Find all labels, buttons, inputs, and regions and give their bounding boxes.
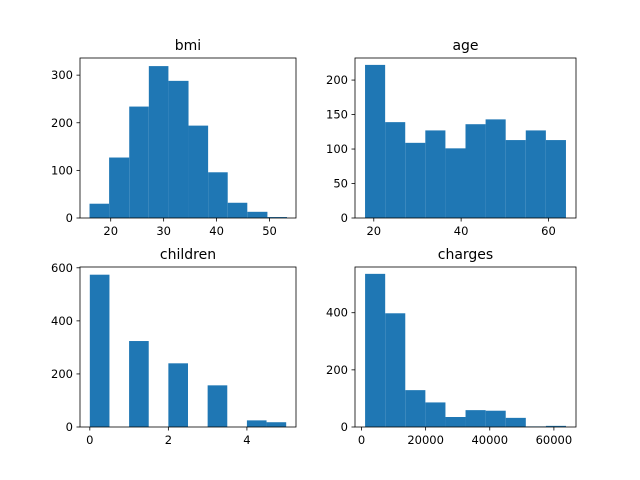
charges-bar bbox=[505, 417, 526, 427]
bmi-title: bmi bbox=[175, 38, 201, 54]
bmi-y-tick-label: 200 bbox=[51, 116, 73, 130]
age-bar bbox=[385, 122, 406, 218]
children-panel: children 0 2 4 0 200 400 600 bbox=[51, 247, 297, 447]
age-bar bbox=[465, 124, 486, 218]
charges-bar bbox=[445, 417, 466, 427]
charges-bar bbox=[465, 410, 486, 427]
bmi-x-tick-label: 40 bbox=[209, 224, 224, 238]
charges-bar bbox=[425, 402, 446, 427]
age-bar bbox=[425, 130, 446, 218]
bmi-panel: bmi 20 30 40 50 0 100 200 300 bbox=[51, 38, 297, 238]
charges-panel: charges 0 20000 40000 60000 0 200 400 bbox=[326, 247, 577, 447]
age-x-tick-label: 40 bbox=[454, 224, 469, 238]
children-y-tick-label: 600 bbox=[51, 261, 73, 275]
bmi-bar bbox=[227, 202, 248, 218]
charges-bar bbox=[385, 313, 406, 427]
bmi-bar bbox=[168, 80, 189, 218]
age-bar bbox=[405, 142, 426, 218]
age-x-tick-label: 20 bbox=[366, 224, 381, 238]
bmi-y-tick-label: 100 bbox=[51, 163, 73, 177]
charges-bar bbox=[485, 410, 506, 427]
children-axes-frame bbox=[79, 266, 297, 428]
bmi-y-tick-label: 300 bbox=[51, 68, 73, 82]
bmi-bar bbox=[129, 106, 149, 218]
charges-y-tick-label: 200 bbox=[326, 363, 348, 377]
charges-x-tick-label: 60000 bbox=[536, 433, 573, 447]
charges-bar bbox=[365, 273, 386, 427]
children-bar bbox=[246, 420, 267, 427]
bmi-bar bbox=[208, 172, 228, 218]
age-x-tick-label: 60 bbox=[541, 224, 556, 238]
bmi-bar bbox=[89, 203, 110, 218]
children-y-tick-label: 0 bbox=[66, 420, 73, 434]
charges-x-tick-label: 20000 bbox=[407, 433, 444, 447]
age-y-tick-label: 150 bbox=[326, 108, 348, 122]
charges-x-tick-label: 0 bbox=[358, 433, 365, 447]
children-x-tick-label: 4 bbox=[243, 433, 250, 447]
bmi-bar bbox=[148, 66, 169, 218]
children-bar bbox=[89, 274, 110, 427]
bmi-bar bbox=[188, 125, 209, 218]
charges-y-tick-label: 0 bbox=[341, 420, 348, 434]
age-bar bbox=[485, 119, 506, 218]
children-x-tick-label: 2 bbox=[165, 433, 172, 447]
age-bar bbox=[365, 64, 386, 219]
children-y-tick-label: 200 bbox=[51, 367, 73, 381]
bmi-x-tick-label: 20 bbox=[103, 224, 118, 238]
bmi-axes-frame bbox=[79, 57, 297, 219]
age-y-tick-label: 200 bbox=[326, 73, 348, 87]
charges-axes-frame bbox=[354, 266, 577, 428]
children-title: children bbox=[160, 247, 216, 263]
bmi-y-tick-label: 0 bbox=[66, 211, 73, 225]
children-x-tick-label: 0 bbox=[86, 433, 93, 447]
age-y-tick-label: 50 bbox=[333, 177, 348, 191]
charges-bar bbox=[405, 390, 426, 427]
age-y-tick-label: 0 bbox=[341, 211, 348, 225]
charges-y-tick-label: 400 bbox=[326, 306, 348, 320]
children-bar bbox=[129, 341, 149, 427]
bmi-bar bbox=[267, 217, 287, 218]
bmi-bar bbox=[109, 157, 130, 218]
bmi-x-tick-label: 50 bbox=[262, 224, 277, 238]
bmi-bar bbox=[247, 211, 268, 218]
age-bar bbox=[525, 130, 546, 218]
age-bar bbox=[505, 140, 526, 218]
children-bar bbox=[168, 363, 188, 427]
children-bar bbox=[207, 385, 228, 427]
age-bar bbox=[445, 148, 466, 218]
age-bar bbox=[545, 140, 566, 218]
charges-x-tick-label: 40000 bbox=[471, 433, 508, 447]
age-y-tick-label: 100 bbox=[326, 142, 348, 156]
children-y-tick-label: 400 bbox=[51, 314, 73, 328]
age-title: age bbox=[452, 38, 478, 54]
charges-bar bbox=[545, 425, 566, 427]
children-bar bbox=[266, 422, 287, 427]
age-panel: age 20 40 60 0 50 100 150 200 bbox=[326, 38, 577, 238]
charges-title: charges bbox=[438, 247, 493, 263]
bmi-x-tick-label: 30 bbox=[156, 224, 171, 238]
age-axes-frame bbox=[354, 57, 577, 219]
